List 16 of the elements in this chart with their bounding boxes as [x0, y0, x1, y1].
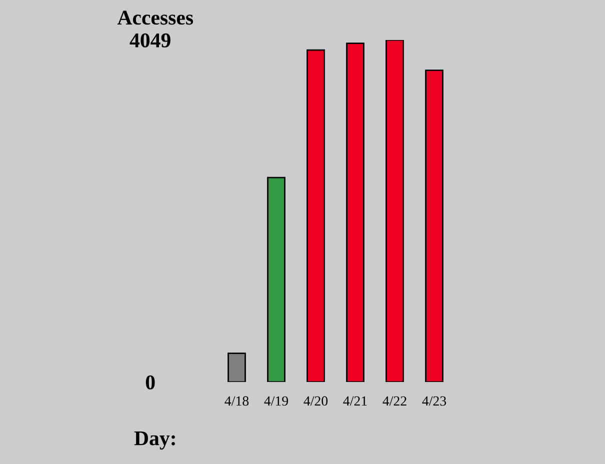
bar — [386, 40, 404, 382]
bar — [306, 49, 325, 382]
x-tick-label: 4/19 — [264, 396, 288, 406]
bar — [228, 352, 246, 382]
x-tick-label: 4/21 — [343, 396, 367, 406]
x-tick-label: 4/22 — [382, 396, 406, 406]
x-axis-title: Day: — [134, 431, 175, 450]
bar — [346, 42, 364, 382]
x-tick-label: 4/18 — [224, 396, 249, 406]
bar — [425, 70, 444, 382]
x-tick-label: 4/23 — [422, 396, 446, 406]
y-tick-label: 0 — [146, 375, 155, 390]
y-tick-label: 4049 — [130, 33, 170, 48]
bar — [267, 176, 286, 382]
x-tick-label: 4/20 — [304, 396, 328, 406]
y-axis-title: Accesses — [117, 10, 194, 25]
